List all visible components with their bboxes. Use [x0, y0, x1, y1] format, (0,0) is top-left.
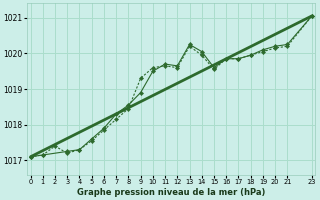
X-axis label: Graphe pression niveau de la mer (hPa): Graphe pression niveau de la mer (hPa)	[77, 188, 265, 197]
